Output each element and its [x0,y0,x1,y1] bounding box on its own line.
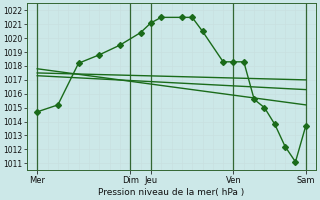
X-axis label: Pression niveau de la mer( hPa ): Pression niveau de la mer( hPa ) [98,188,244,197]
